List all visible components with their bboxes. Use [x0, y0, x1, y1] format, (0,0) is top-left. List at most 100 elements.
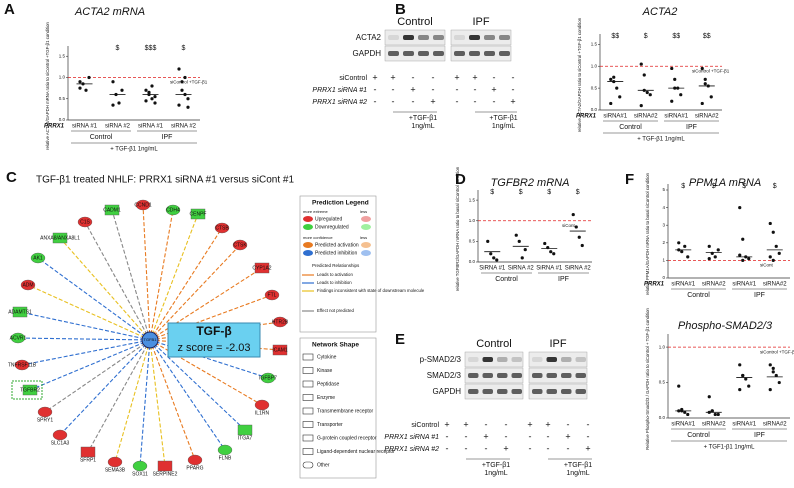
sign: - [567, 443, 570, 453]
blot-band [511, 357, 522, 362]
y-tick-label: 1.5 [469, 197, 476, 202]
panel-label: B [395, 1, 406, 18]
y-tick-label: 0.0 [591, 107, 598, 112]
legend-shape [302, 407, 314, 415]
node-label: SERPINE2 [153, 471, 178, 477]
node-label: CTSB [215, 225, 229, 231]
significance: $$ [672, 33, 680, 40]
blot-band [482, 357, 493, 362]
significance: $ [576, 189, 580, 196]
x-tick-label: siRNA#1 [732, 422, 756, 428]
data-point [612, 75, 616, 79]
edge [44, 339, 151, 413]
blot-band [511, 389, 522, 394]
significance: $ [681, 183, 685, 190]
y-tick-label: 1.0 [591, 63, 598, 68]
node [254, 399, 270, 411]
data-point [183, 75, 187, 80]
x-tick-label: siRNA#1 [732, 282, 756, 288]
data-point [111, 80, 115, 84]
protein-label: SMAD2/3 [427, 371, 462, 380]
data-point [738, 388, 742, 392]
sign: - [505, 419, 508, 429]
data-point [180, 88, 184, 92]
sign: + [491, 84, 496, 94]
x-tick-label: siRNA#2 [763, 422, 787, 428]
significance: $ [712, 183, 716, 190]
y-axis-label: Relative Phospho-Smad2/3 / GAPDH ratio t… [645, 308, 650, 450]
node [260, 372, 276, 384]
data-point [703, 82, 707, 86]
legend-text: Upregulated [315, 216, 342, 222]
node-label: CDH4 [166, 207, 180, 213]
tgfbr2-highlight [11, 380, 43, 400]
callout-box [167, 322, 261, 358]
condition-label: Control [476, 338, 511, 350]
sign: - [529, 431, 532, 441]
node-label: SPRY1 [37, 417, 54, 423]
blot-panel [450, 45, 512, 62]
footnote: + TGF-β1 1ng/mL [110, 147, 158, 153]
legend-text: Findings inconsistent with state of down… [317, 288, 425, 293]
node-label: CCND1 [134, 202, 151, 208]
treatment-label: +TGF-β1 [489, 115, 517, 122]
x-tick-label: siRNA #1 [138, 124, 164, 130]
y-tick-label: 0.5 [59, 96, 66, 101]
legend-text: Predicted inhibition [315, 250, 357, 256]
data-point [523, 248, 527, 252]
row-label: PRRX1 [644, 282, 665, 288]
panel-label: C [6, 169, 17, 186]
y-tick-label: 0.5 [659, 380, 666, 385]
group-label: Control [619, 124, 642, 131]
x-tick-label: siRNA#1 [664, 114, 688, 120]
edge [142, 204, 151, 341]
callout-score: z score = -2.03 [177, 342, 250, 354]
blot-panel [528, 367, 588, 384]
y-tick-label: 1.0 [659, 344, 666, 349]
edge [84, 221, 151, 341]
y-tick-label: 0.5 [591, 85, 598, 90]
legend-text: Leads to inhibition [317, 280, 352, 285]
y-tick-label: 5 [662, 187, 665, 192]
blot-band [532, 389, 543, 394]
data-point [639, 62, 643, 66]
data-point [78, 80, 82, 84]
sign: + [527, 419, 532, 429]
blot-band [388, 35, 399, 40]
x-tick-label: siRNA#2 [702, 282, 726, 288]
blot-band [561, 373, 572, 378]
y-tick-label: 0.0 [59, 117, 66, 122]
edge [21, 339, 151, 366]
data-point [679, 93, 683, 97]
data-point [707, 257, 711, 261]
legend-text: G-protein coupled receptor [317, 435, 377, 441]
sign: + [372, 72, 377, 82]
data-point [700, 101, 704, 106]
node-label: CENPF [190, 211, 207, 217]
node [272, 316, 288, 328]
treatment-label: 1ng/mL [566, 470, 589, 477]
treatment-label: +TGF-β1 [564, 462, 592, 469]
data-point [520, 256, 524, 260]
node-label: SEMA3B [105, 467, 126, 473]
data-point [747, 257, 751, 261]
sign: - [505, 431, 508, 441]
edge [149, 267, 263, 341]
blot-band [433, 35, 444, 40]
node [217, 444, 233, 456]
blot-panel [464, 351, 524, 368]
footnote: + TGF-β1 1ng/mL [637, 137, 685, 143]
data-point [707, 244, 711, 248]
data-point [117, 101, 121, 105]
sign: - [493, 96, 496, 106]
edge [59, 339, 151, 436]
legend-shape [302, 353, 314, 361]
treatment-label: 1ng/mL [411, 123, 434, 130]
blot-band [468, 357, 479, 362]
significance: $ [742, 183, 746, 190]
blot-band [499, 35, 510, 40]
edge [29, 339, 151, 391]
legend-text: Downregulated [315, 224, 349, 230]
data-point [87, 75, 91, 80]
sign: + [463, 419, 468, 429]
